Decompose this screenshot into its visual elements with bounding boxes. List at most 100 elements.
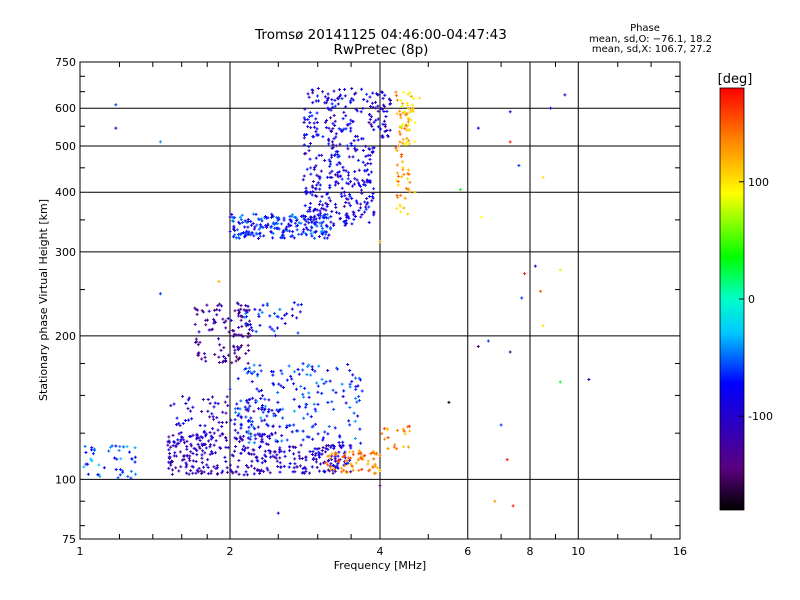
data-point — [308, 142, 312, 146]
data-point — [213, 320, 217, 324]
data-point — [370, 124, 374, 128]
data-point — [179, 435, 183, 439]
data-point — [365, 196, 369, 200]
data-point — [329, 462, 333, 466]
data-point — [247, 232, 251, 236]
data-point — [508, 140, 512, 144]
data-point — [204, 446, 208, 450]
data-point — [205, 463, 209, 467]
data-point — [331, 105, 335, 109]
data-point — [343, 94, 347, 98]
data-point — [121, 470, 125, 474]
data-point — [318, 199, 322, 203]
data-point — [366, 162, 370, 166]
data-point — [287, 424, 291, 428]
data-point — [223, 455, 227, 459]
data-point — [368, 194, 372, 198]
data-point — [244, 311, 248, 315]
data-point — [297, 454, 301, 458]
data-point — [313, 369, 317, 373]
data-point — [350, 87, 354, 91]
data-point — [239, 426, 243, 430]
data-point — [408, 91, 412, 95]
data-point — [342, 204, 346, 208]
data-point — [348, 444, 352, 448]
data-point — [412, 96, 416, 100]
data-point — [275, 314, 279, 318]
data-point — [285, 225, 289, 229]
data-point — [324, 380, 328, 384]
data-point — [339, 446, 343, 450]
data-point — [198, 424, 202, 428]
data-point — [198, 340, 202, 344]
data-point — [184, 401, 188, 405]
data-point — [360, 389, 364, 393]
data-point — [278, 461, 282, 465]
data-point — [353, 147, 357, 151]
data-point — [364, 205, 368, 209]
data-point — [394, 90, 398, 94]
data-point — [315, 224, 319, 228]
data-point — [395, 98, 399, 102]
data-point — [181, 394, 185, 398]
data-point — [189, 469, 193, 473]
data-point — [323, 430, 327, 434]
data-point — [217, 279, 221, 283]
data-point — [319, 462, 323, 466]
data-point — [270, 214, 274, 218]
data-point — [258, 363, 262, 367]
data-point — [379, 107, 383, 111]
data-point — [324, 461, 328, 465]
data-point — [386, 134, 390, 138]
data-point — [306, 125, 310, 129]
data-point — [321, 438, 325, 442]
data-point — [307, 221, 311, 225]
data-point — [226, 316, 230, 320]
data-point — [402, 90, 406, 94]
data-point — [262, 234, 266, 238]
data-point — [311, 180, 315, 184]
data-point — [349, 129, 353, 133]
data-point — [215, 416, 219, 420]
data-point — [287, 465, 291, 469]
data-point — [310, 365, 314, 369]
data-point — [403, 196, 407, 200]
data-point — [331, 388, 335, 392]
data-point — [208, 401, 212, 405]
data-point — [118, 445, 122, 449]
data-point — [96, 473, 100, 477]
data-point — [230, 212, 234, 216]
data-point — [264, 442, 268, 446]
data-point — [182, 438, 186, 442]
data-point — [303, 107, 307, 111]
data-point — [383, 125, 387, 129]
data-point — [270, 408, 274, 412]
data-point — [221, 469, 225, 473]
data-point — [243, 315, 247, 319]
data-point — [587, 377, 591, 381]
data-point — [282, 216, 286, 220]
data-point — [357, 395, 361, 399]
data-point — [299, 221, 303, 225]
data-point — [252, 409, 256, 413]
data-point — [398, 109, 402, 113]
data-point — [247, 425, 251, 429]
data-point — [282, 236, 286, 240]
data-point — [239, 303, 243, 307]
data-point — [236, 308, 240, 312]
data-point — [242, 308, 246, 312]
data-point — [261, 394, 265, 398]
data-point — [258, 234, 262, 238]
data-point — [316, 402, 320, 406]
data-point — [204, 323, 208, 327]
data-point — [295, 228, 299, 232]
data-point — [346, 147, 350, 151]
data-point — [313, 422, 317, 426]
data-point — [365, 202, 369, 206]
data-point — [171, 433, 175, 437]
data-point — [335, 466, 339, 470]
data-point — [325, 118, 329, 122]
data-point — [321, 227, 325, 231]
data-point — [304, 458, 308, 462]
x-tick-label: 1 — [77, 545, 84, 558]
